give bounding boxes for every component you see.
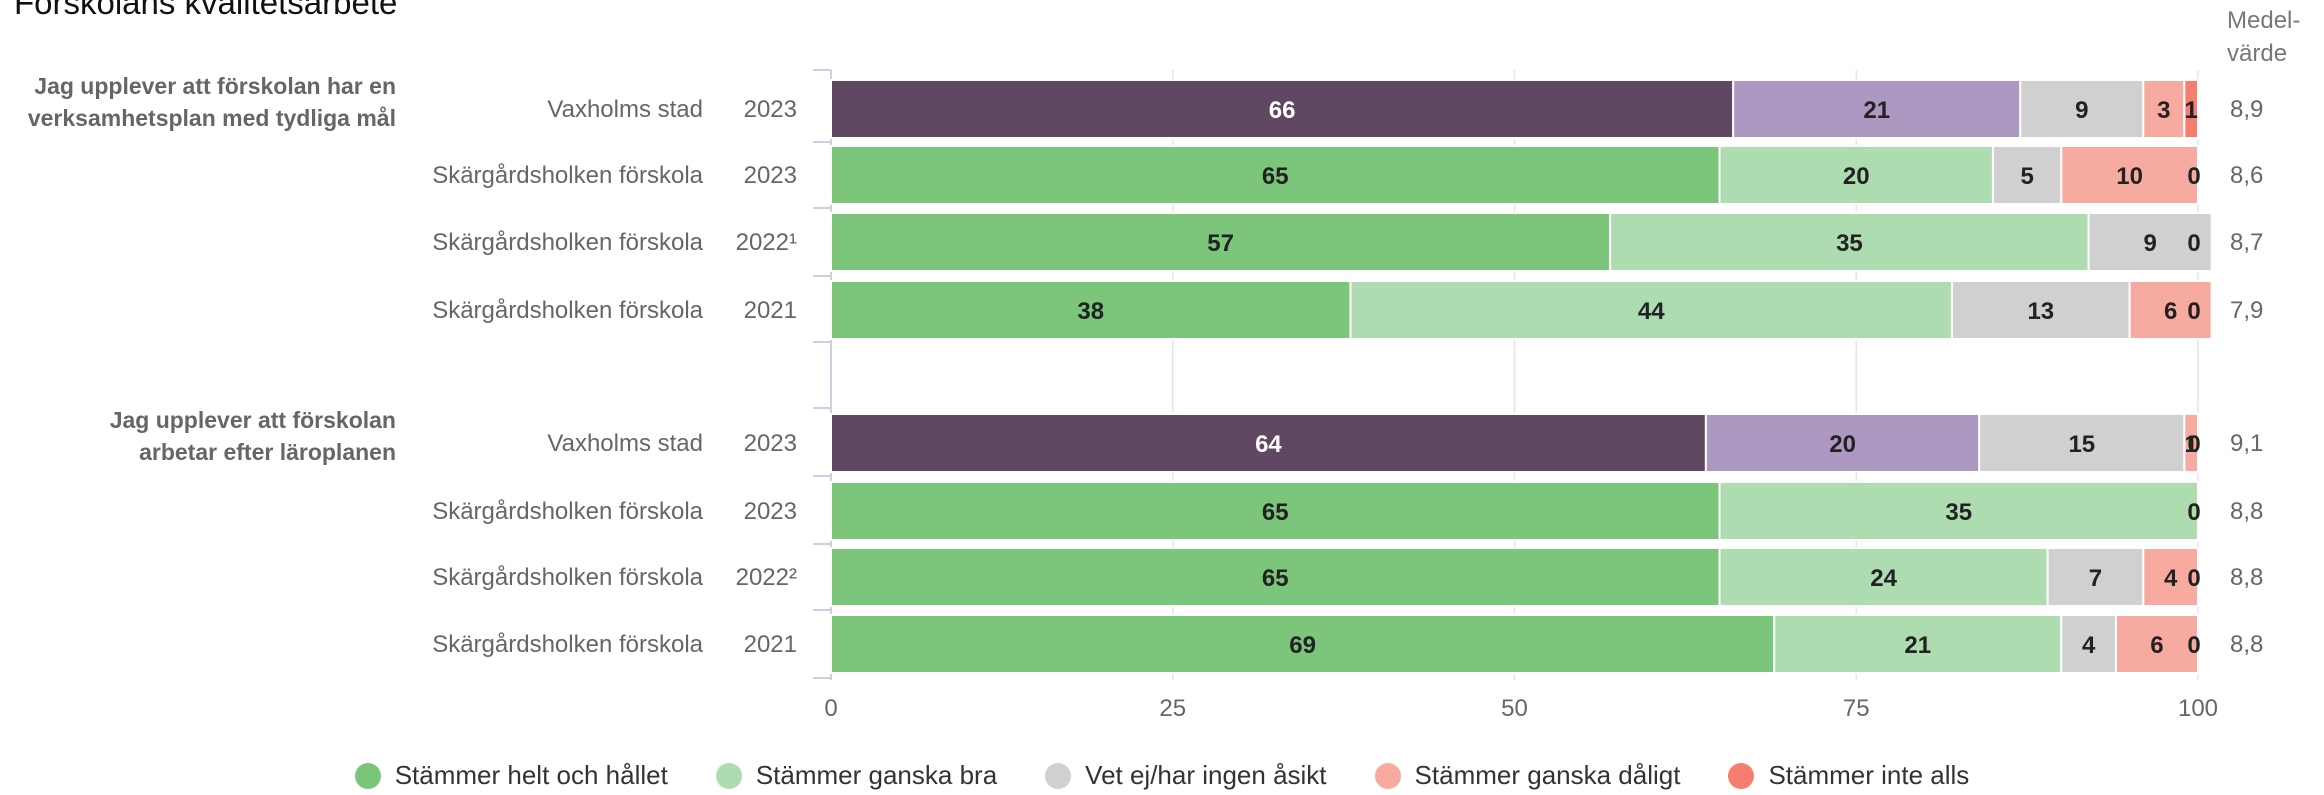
data-label: 13 xyxy=(2027,298,2054,325)
row-mean-value: 8,8 xyxy=(2230,631,2263,658)
row-mean-value: 8,7 xyxy=(2230,229,2263,256)
row-mean-value: 8,9 xyxy=(2230,96,2263,123)
legend-item: Stämmer helt och hållet xyxy=(355,760,668,791)
chart-legend: Stämmer helt och hållet Stämmer ganska br… xyxy=(0,760,2324,791)
x-tick-label: 25 xyxy=(1159,695,1186,722)
data-label: 20 xyxy=(1843,163,1870,190)
data-label: 0 xyxy=(2187,298,2200,325)
row-label: Skärgårdsholken förskola xyxy=(432,498,703,525)
question-label: Jag upplever att förskolan har en xyxy=(34,73,396,99)
data-label: 0 xyxy=(2187,431,2200,458)
data-label: 65 xyxy=(1262,163,1289,190)
question-label: arbetar efter läroplanen xyxy=(139,439,396,465)
row-year-label: 2021 xyxy=(744,631,797,658)
legend-label: Stämmer helt och hållet xyxy=(395,760,668,791)
question-label: verksamhetsplan med tydliga mål xyxy=(28,105,396,131)
row-year-label: 2023 xyxy=(744,430,797,457)
legend-label: Vet ej/har ingen åsikt xyxy=(1085,760,1326,791)
data-label: 65 xyxy=(1262,565,1289,592)
legend-swatch xyxy=(1728,763,1754,789)
row-label: Skärgårdsholken förskola xyxy=(432,564,703,591)
data-label: 7 xyxy=(2089,565,2102,592)
data-label: 21 xyxy=(1863,97,1890,124)
row-label: Skärgårdsholken förskola xyxy=(432,631,703,658)
row-year-label: 2021 xyxy=(744,297,797,324)
legend-label: Stämmer ganska bra xyxy=(756,760,997,791)
data-label: 0 xyxy=(2187,163,2200,190)
row-label: Vaxholms stad xyxy=(547,96,703,123)
data-label: 35 xyxy=(1945,499,1972,526)
data-label: 20 xyxy=(1829,431,1856,458)
row-label: Skärgårdsholken förskola xyxy=(432,229,703,256)
data-label: 10 xyxy=(2116,163,2143,190)
x-tick-label: 50 xyxy=(1501,695,1528,722)
legend-item: Vet ej/har ingen åsikt xyxy=(1045,760,1326,791)
data-label: 3 xyxy=(2157,97,2170,124)
data-label: 57 xyxy=(1207,230,1234,257)
data-label: 24 xyxy=(1870,565,1897,592)
data-label: 69 xyxy=(1289,632,1316,659)
data-label: 38 xyxy=(1077,298,1104,325)
x-tick-label: 0 xyxy=(824,695,837,722)
x-tick-label: 75 xyxy=(1843,695,1870,722)
row-year-label: 2022¹ xyxy=(736,229,797,256)
row-year-label: 2023 xyxy=(744,162,797,189)
row-year-label: 2023 xyxy=(744,96,797,123)
data-label: 1 xyxy=(2184,97,2197,124)
legend-swatch xyxy=(1375,763,1401,789)
data-label: 9 xyxy=(2143,230,2156,257)
data-label: 64 xyxy=(1255,431,1282,458)
data-label: 6 xyxy=(2164,298,2177,325)
data-label: 4 xyxy=(2082,632,2096,659)
legend-item: Stämmer ganska dåligt xyxy=(1375,760,1681,791)
legend-item: Stämmer inte alls xyxy=(1728,760,1969,791)
data-label: 0 xyxy=(2187,230,2200,257)
row-mean-value: 8,6 xyxy=(2230,162,2263,189)
data-label: 15 xyxy=(2068,431,2095,458)
data-label: 65 xyxy=(1262,499,1289,526)
legend-swatch xyxy=(1045,763,1071,789)
row-mean-value: 8,8 xyxy=(2230,498,2263,525)
row-year-label: 2022² xyxy=(736,564,797,591)
question-label: Jag upplever att förskolan xyxy=(110,407,396,433)
data-label: 21 xyxy=(1904,632,1931,659)
data-label: 9 xyxy=(2075,97,2088,124)
data-label: 66 xyxy=(1269,97,1296,124)
data-label: 4 xyxy=(2164,565,2178,592)
data-label: 0 xyxy=(2187,632,2200,659)
legend-item: Stämmer ganska bra xyxy=(716,760,997,791)
row-label: Skärgårdsholken förskola xyxy=(432,297,703,324)
data-label: 5 xyxy=(2020,163,2033,190)
data-label: 44 xyxy=(1638,298,1665,325)
legend-swatch xyxy=(716,763,742,789)
row-mean-value: 8,8 xyxy=(2230,564,2263,591)
x-tick-label: 100 xyxy=(2178,695,2218,722)
data-label: 6 xyxy=(2150,632,2163,659)
row-label: Skärgårdsholken förskola xyxy=(432,162,703,189)
row-mean-value: 9,1 xyxy=(2230,430,2263,457)
data-label: 35 xyxy=(1836,230,1863,257)
row-mean-value: 7,9 xyxy=(2230,297,2263,324)
legend-swatch xyxy=(355,763,381,789)
data-label: 0 xyxy=(2187,499,2200,526)
row-label: Vaxholms stad xyxy=(547,430,703,457)
legend-label: Stämmer inte alls xyxy=(1768,760,1969,791)
data-label: 0 xyxy=(2187,565,2200,592)
row-year-label: 2023 xyxy=(744,498,797,525)
legend-label: Stämmer ganska dåligt xyxy=(1415,760,1681,791)
